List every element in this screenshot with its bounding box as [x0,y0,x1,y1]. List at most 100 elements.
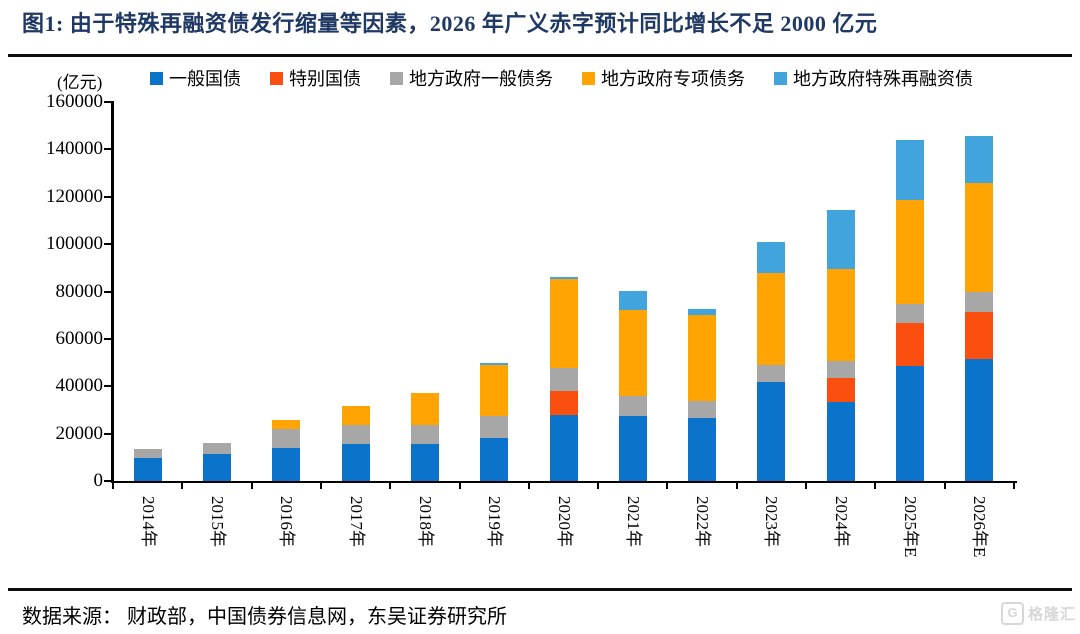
gelonghui-logo-icon: G [1001,602,1024,625]
bar-segment [549,391,578,416]
legend-label: 一般国债 [169,69,241,89]
x-tick [458,481,461,489]
legend-label: 地方政府一般债务 [409,69,553,89]
y-tick-label: 120000 [46,185,103,207]
x-tick [735,481,738,489]
x-axis-label: 2021年 [623,496,643,547]
bar-segment [549,279,578,369]
bar-segment [896,304,925,324]
x-axis-label: 2024年 [831,496,851,547]
y-tick [104,385,113,388]
bar-segment [480,415,509,438]
bar-segment [618,291,647,310]
legend-item-special-refinancing-bond: 地方政府特殊再融资债 [774,65,973,91]
x-axis-label: 2018年 [415,496,435,547]
x-axis-label: 2017年 [346,496,366,547]
legend-label: 地方政府特殊再融资债 [793,69,973,89]
bar-segment [410,424,439,445]
bar-segment [965,291,994,313]
legend-swatch-icon [390,71,403,85]
bar-segment [965,359,994,481]
y-tick-label: 40000 [55,375,104,397]
x-axis-label: 2023年 [762,496,782,547]
legend-item-special-treasury-bond: 特别国债 [270,65,361,91]
y-tick-label: 80000 [55,280,104,302]
bar-segment [896,365,925,481]
y-tick [104,195,113,198]
y-tick-label: 20000 [55,422,104,444]
y-tick [104,432,113,435]
y-tick-label: 60000 [55,327,104,349]
bar-segment [826,268,855,362]
legend-label: 特别国债 [289,69,361,89]
bar-segment [272,429,301,448]
bar-segment [618,396,647,416]
x-tick [1013,481,1015,489]
x-axis-label: 2026年E [970,496,990,558]
y-tick [104,243,113,246]
y-tick [104,101,113,103]
y-tick [104,480,113,482]
y-tick-label: 140000 [46,138,103,160]
x-axis-label: 2014年 [138,496,158,547]
bar-segment [410,392,439,425]
bar-segment [549,277,578,280]
x-tick [666,481,669,489]
gelonghui-logo-text: 格隆汇 [1028,607,1077,623]
x-axis-line [111,480,1017,484]
legend-item-local-general-debt: 地方政府一般债务 [390,65,553,91]
bar-segment [688,308,717,315]
gelonghui-watermark: G 格隆汇 [1001,602,1076,625]
y-tick-label: 160000 [46,91,103,112]
y-tick-label: 0 [93,470,104,491]
bar-segment [272,419,301,430]
bar-segment [480,362,509,365]
x-tick [319,481,322,489]
x-tick [943,481,946,489]
bar-segment [341,444,370,481]
data-source-note: 数据来源： 财政部，中国债券信息网，东吴证券研究所 [22,606,507,628]
bar-segment [826,209,855,269]
bar-segment [965,183,994,292]
x-tick [527,481,530,489]
bar-segment [133,449,162,459]
x-axis-label: 2022年 [693,496,713,547]
chart-legend: 一般国债 特别国债 地方政府一般债务 地方政府专项债务 地方政府特殊再融资债 [150,66,973,90]
y-tick [104,337,113,340]
legend-swatch-icon [150,71,163,85]
y-tick [104,148,113,151]
bar-segment [202,454,231,481]
bar-segment [896,200,925,305]
legend-item-general-treasury-bond: 一般国债 [150,65,241,91]
x-tick [597,481,600,489]
bar-segment [410,444,439,481]
legend-swatch-icon [582,71,595,85]
legend-swatch-icon [774,71,787,85]
bar-segment [826,378,855,402]
bar-segment [618,309,647,397]
x-tick [112,481,114,489]
bar-segment [480,364,509,416]
bar-segment [549,368,578,392]
bar-segment [826,401,855,481]
x-axis-label: 2025年E [901,496,921,558]
x-axis-label: 2015年 [207,496,227,547]
x-axis-label: 2020年 [554,496,574,547]
legend-item-local-special-debt: 地方政府专项债务 [582,65,745,91]
bar-segment [965,312,994,360]
bar-segment [826,361,855,379]
bar-segment [480,437,509,481]
bar-segment [688,418,717,481]
x-tick [805,481,808,489]
bar-segment [757,365,786,383]
x-tick [181,481,184,489]
bar-segment [757,242,786,273]
legend-label: 地方政府专项债务 [601,69,745,89]
top-divider [8,54,1072,57]
bar-segment [549,415,578,481]
y-tick-label: 100000 [46,233,103,255]
chart-title: 图1: 由于特殊再融资债发行缩量等因素，2026 年广义赤字预计同比增长不足 2… [22,11,878,36]
x-tick [389,481,392,489]
